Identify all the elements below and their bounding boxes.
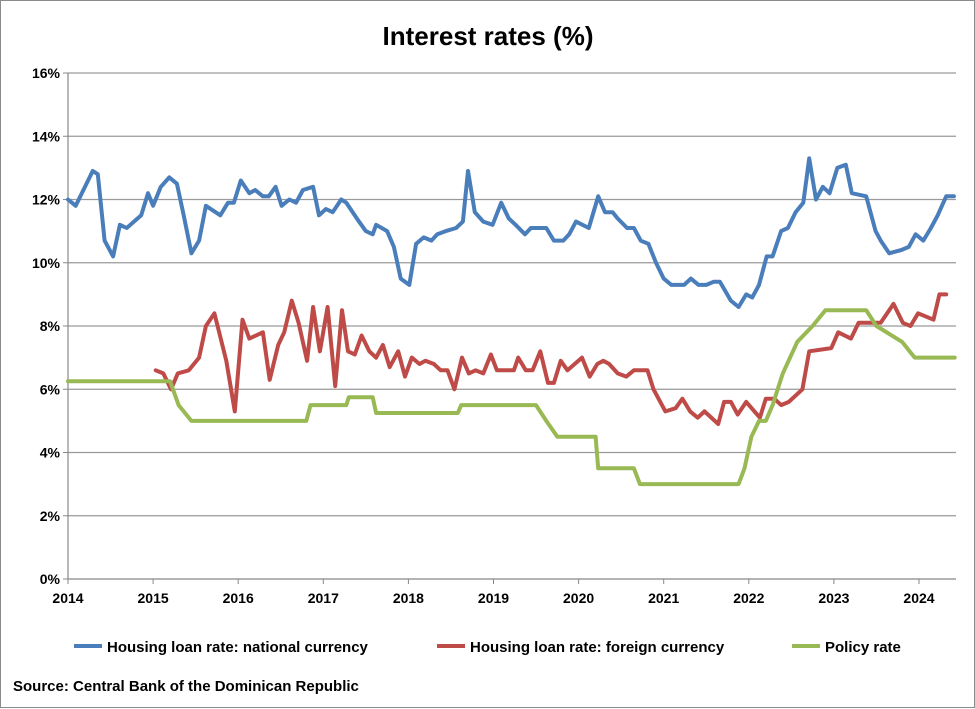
y-tick-label: 4% xyxy=(40,445,61,461)
x-tick-label: 2016 xyxy=(223,590,254,606)
legend: Housing loan rate: national currency Hous… xyxy=(74,639,901,656)
source-note: Source: Central Bank of the Dominican Re… xyxy=(13,678,359,695)
y-tick-label: 2% xyxy=(40,508,61,524)
x-tick-label: 2021 xyxy=(648,590,679,606)
y-tick-label: 8% xyxy=(40,318,61,334)
x-tick-label: 2017 xyxy=(308,590,339,606)
x-tick-label: 2015 xyxy=(138,590,169,606)
chart-title: Interest rates (%) xyxy=(383,21,594,51)
series-line-1 xyxy=(66,156,956,309)
legend-label: Housing loan rate: foreign currency xyxy=(470,639,725,656)
x-tick-label: 2019 xyxy=(478,590,509,606)
series-line-2 xyxy=(153,292,949,426)
legend-label: Housing loan rate: national currency xyxy=(107,639,369,656)
y-tick-label: 16% xyxy=(32,65,61,81)
x-tick-label: 2022 xyxy=(733,590,764,606)
y-tick-label: 12% xyxy=(32,192,61,208)
x-tick-label: 2018 xyxy=(393,590,424,606)
axes: 0% 2% 4% 6% 8% 10% 12% 14% 16% 2014 2015 2016 2017 20… xyxy=(32,65,956,606)
series-lines xyxy=(66,156,957,487)
y-tick-label: 0% xyxy=(40,571,61,587)
x-tick-label: 2024 xyxy=(903,590,934,606)
x-tick-label: 2014 xyxy=(52,590,83,606)
x-tick-label: 2020 xyxy=(563,590,594,606)
y-tick-label: 14% xyxy=(32,128,61,144)
series-line-3 xyxy=(66,308,957,487)
y-tick-label: 10% xyxy=(32,255,61,271)
legend-label: Policy rate xyxy=(825,639,901,656)
gridlines xyxy=(68,72,956,517)
x-tick-label: 2023 xyxy=(818,590,849,606)
y-tick-label: 6% xyxy=(40,381,61,397)
